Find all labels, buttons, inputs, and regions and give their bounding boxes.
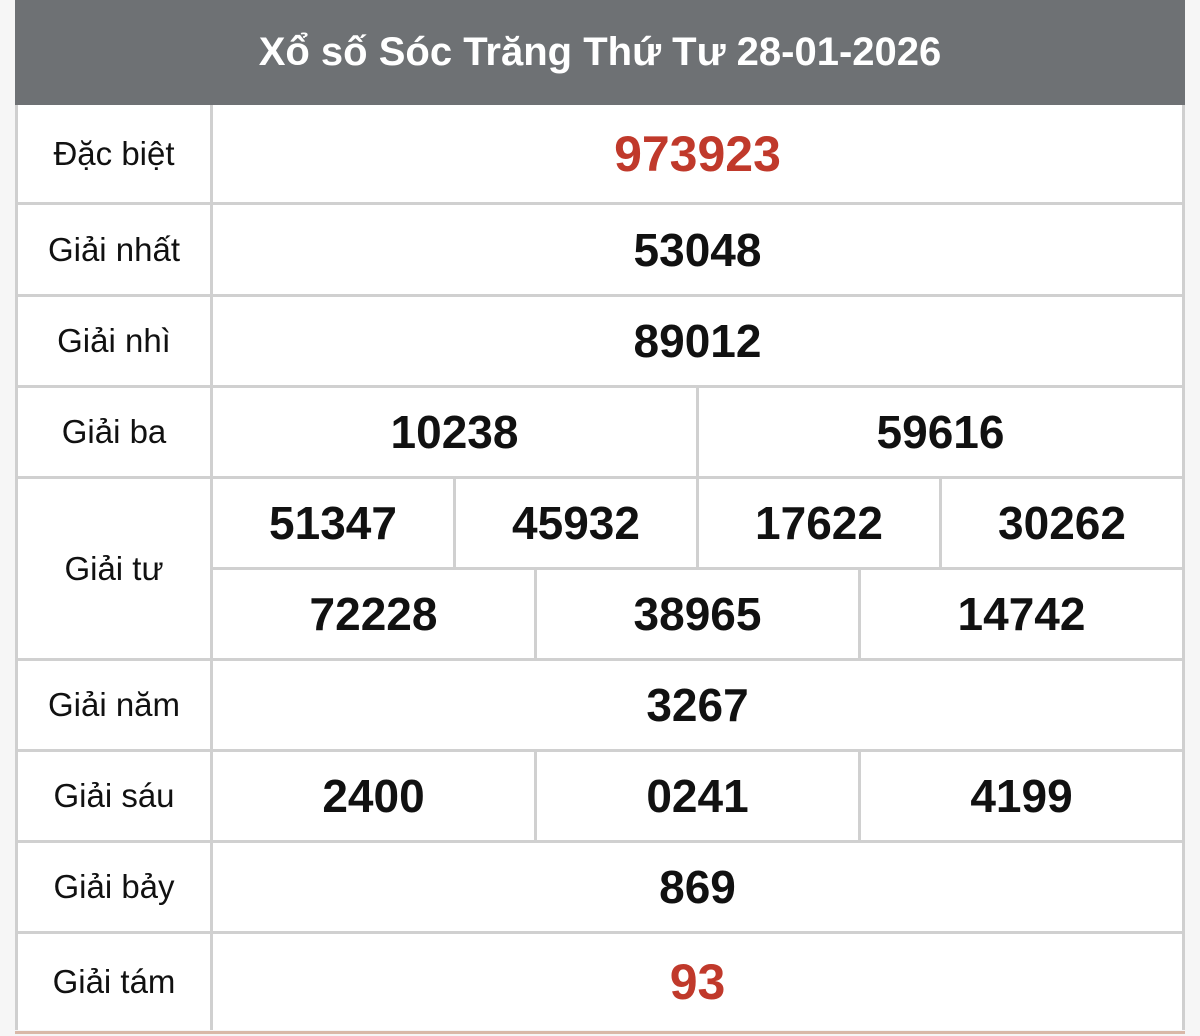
prize-label: Giải năm (18, 661, 213, 749)
prize-number: 973923 (614, 125, 781, 182)
prize-number: 59616 (696, 388, 1182, 476)
prize-label: Giải ba (18, 388, 213, 476)
prize-number: 14742 (858, 570, 1182, 658)
prize-row: Giải sáu 2400 0241 4199 (18, 752, 1182, 843)
prize-row: Giải ba 10238 59616 (18, 388, 1182, 479)
prize-label: Giải sáu (18, 752, 213, 840)
prize-number: 51347 (269, 497, 397, 549)
prize-number: 93 (669, 954, 726, 1010)
prize-row: Giải nhì 89012 (18, 297, 1182, 388)
prize-row: Giải tám 93 (18, 934, 1182, 1030)
prize-row: Giải nhất 53048 (18, 205, 1182, 297)
prize-label: Giải tư (18, 479, 213, 658)
prize-label: Đặc biệt (18, 105, 213, 202)
prize-number: 2400 (322, 770, 425, 822)
prize-number: 3267 (646, 679, 749, 731)
prize-number: 0241 (534, 752, 858, 840)
prize-number: 45932 (453, 479, 696, 567)
bottom-border (15, 1031, 1185, 1034)
prize-number: 38965 (534, 570, 858, 658)
prize-label: Giải tám (18, 934, 213, 1030)
prize-label: Giải bảy (18, 843, 213, 931)
prize-number: 89012 (633, 315, 762, 367)
prize-number: 869 (659, 861, 736, 913)
results-table: Xổ số Sóc Trăng Thứ Tư 28-01-2026 Đặc bi… (15, 0, 1185, 1030)
prize-row: Giải bảy 869 (18, 843, 1182, 934)
prize-label: Giải nhì (18, 297, 213, 385)
prize-row: Giải tư 51347 45932 17622 30262 72228 38965 147… (18, 479, 1182, 661)
page-title: Xổ số Sóc Trăng Thứ Tư 28-01-2026 (15, 0, 1185, 105)
prize-label: Giải nhất (18, 205, 213, 294)
prize-number: 10238 (390, 406, 519, 458)
prize-number: 53048 (633, 223, 762, 276)
prize-row: Giải năm 3267 (18, 661, 1182, 752)
prize-number: 30262 (939, 479, 1182, 567)
prize-row: Đặc biệt 973923 (18, 105, 1182, 205)
prize-number: 4199 (858, 752, 1182, 840)
prize-number: 72228 (309, 588, 438, 640)
prize-number: 17622 (696, 479, 939, 567)
